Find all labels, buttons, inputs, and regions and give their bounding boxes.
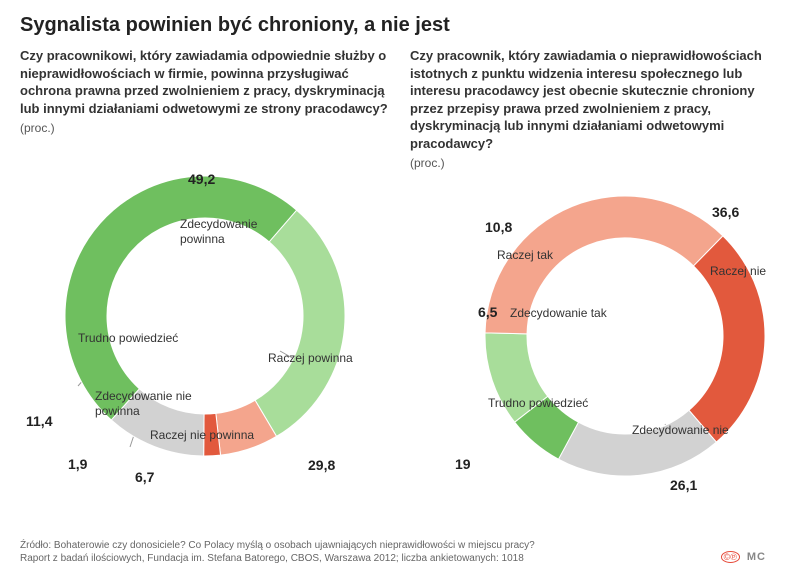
- slice-label: Trudno powiedzieć: [78, 331, 178, 345]
- slice-value: 19: [455, 456, 471, 472]
- right-unit: (proc.): [410, 156, 780, 170]
- donut-slice: [65, 176, 297, 420]
- slice-value: 49,2: [188, 171, 215, 187]
- page-title: Sygnalista powinien być chroniony, a nie…: [20, 14, 768, 37]
- slice-value: 11,4: [26, 413, 52, 429]
- slice-label: Raczej nie: [710, 264, 766, 278]
- left-donut-wrap: Zdecydowanie powinna 49,2 Raczej powinna 29…: [20, 141, 390, 491]
- slice-label: Zdecydowanie nie: [632, 423, 729, 437]
- slice-label: Zdecydowanie tak: [510, 306, 607, 320]
- left-question: Czy pracownikowi, który zawiadamia odpow…: [20, 47, 390, 117]
- slice-label: Raczej powinna: [268, 351, 353, 365]
- footer-line1: Źródło: Bohaterowie czy donosiciele? Co …: [20, 539, 768, 552]
- signature: ©℗ MC: [721, 551, 766, 563]
- copyright-icon: ©℗: [721, 551, 740, 563]
- slice-value: 10,8: [485, 219, 512, 235]
- slice-value: 26,1: [670, 477, 697, 493]
- slice-label: Zdecydowanie powinna: [180, 217, 290, 246]
- footer-line2: Raport z badań ilościowych, Fundacja im.…: [20, 552, 768, 565]
- slice-value: 6,7: [135, 469, 154, 485]
- slice-label: Raczej tak: [497, 248, 553, 262]
- left-chart-column: Czy pracownikowi, który zawiadamia odpow…: [20, 47, 390, 526]
- slice-value: 29,8: [308, 457, 335, 473]
- slice-value: 1,9: [68, 456, 87, 472]
- right-chart-column: Czy pracownik, który zawiadamia o niepra…: [410, 47, 780, 526]
- author-initials: MC: [747, 551, 766, 563]
- slice-value: 6,5: [478, 304, 497, 320]
- right-donut-wrap: Raczej tak 10,8 Raczej nie 36,6 Zdecydowanie…: [410, 176, 780, 526]
- slice-label: Raczej nie powinna: [150, 428, 254, 442]
- footer-source: Źródło: Bohaterowie czy donosiciele? Co …: [20, 539, 768, 565]
- right-donut-svg: [410, 176, 780, 526]
- slice-label: Zdecydowanie nie powinna: [95, 389, 205, 418]
- donut-slice: [558, 411, 716, 477]
- slice-label: Trudno powiedzieć: [488, 396, 588, 410]
- slice-value: 36,6: [712, 204, 739, 220]
- charts-row: Czy pracownikowi, który zawiadamia odpow…: [20, 47, 768, 526]
- right-question: Czy pracownik, który zawiadamia o niepra…: [410, 47, 780, 152]
- left-unit: (proc.): [20, 121, 390, 135]
